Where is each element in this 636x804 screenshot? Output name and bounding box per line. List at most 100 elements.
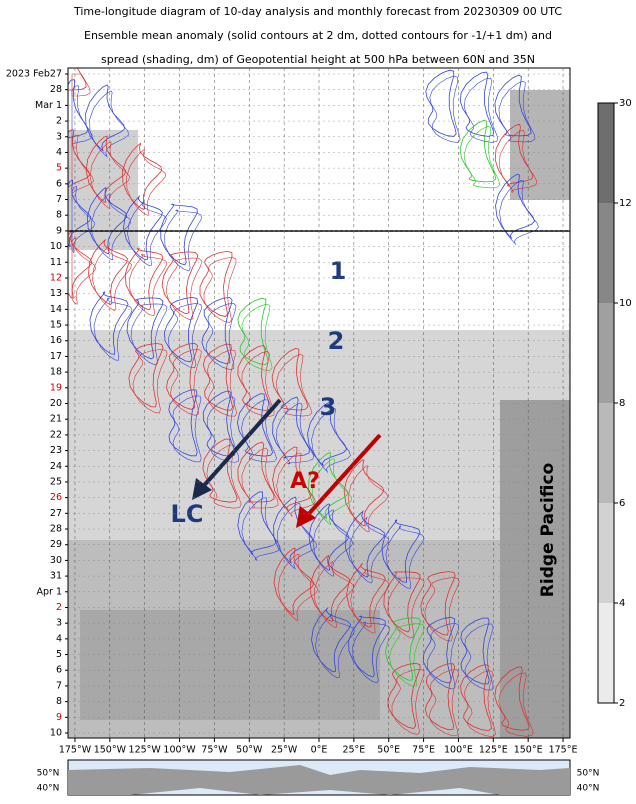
- contour: [126, 297, 164, 360]
- contour: [202, 438, 238, 503]
- x-tick-label: 25°E: [342, 745, 365, 756]
- y-tick-label: 4: [56, 147, 62, 158]
- contour: [348, 615, 386, 678]
- x-tick-label: 150°E: [514, 745, 543, 756]
- contour: [271, 347, 309, 411]
- contour: [170, 348, 202, 416]
- contour: [241, 303, 273, 371]
- contour: [241, 497, 281, 561]
- contour: [347, 465, 389, 533]
- contour: [424, 663, 456, 731]
- x-tick-label: 0°E: [311, 745, 328, 756]
- y-tick-label: 18: [50, 367, 62, 378]
- contour: [85, 135, 127, 203]
- contour: [343, 459, 385, 527]
- colorbar-segment: [598, 103, 614, 203]
- contour: [71, 185, 96, 254]
- y-tick-label: 10: [50, 241, 62, 252]
- y-tick-label: 20: [50, 398, 62, 409]
- contour: [126, 148, 166, 216]
- colorbar-segment: [598, 403, 614, 503]
- x-tick-label: 75°W: [201, 745, 228, 756]
- contour: [494, 666, 530, 731]
- contour: [275, 353, 313, 417]
- contour: [163, 296, 199, 363]
- y-tick-label: 5: [56, 649, 62, 660]
- contour: [464, 623, 494, 691]
- contour: [124, 247, 164, 311]
- y-tick-label: 4: [56, 633, 62, 644]
- contour: [424, 577, 460, 642]
- contour: [389, 623, 425, 687]
- colorbar-segment: [598, 603, 614, 703]
- contour: [387, 577, 425, 639]
- y-tick-label: 21: [50, 414, 62, 425]
- contour: [201, 297, 233, 365]
- contour: [277, 553, 319, 621]
- map-label: 50°N: [577, 769, 600, 779]
- contour: [387, 662, 421, 729]
- arrow-head: [296, 506, 316, 528]
- y-tick-label: 16: [50, 335, 62, 346]
- x-tick-label: 175°W: [59, 745, 92, 756]
- y-tick-label: 19: [50, 382, 62, 393]
- contour: [89, 291, 129, 355]
- contour: [237, 441, 275, 503]
- colorbar-segment: [598, 203, 614, 303]
- y-tick-label: 12: [50, 272, 62, 283]
- contour: [86, 187, 128, 255]
- contour: [312, 509, 354, 577]
- colorbar-label: 4: [619, 598, 625, 609]
- contour: [203, 257, 237, 323]
- contour: [161, 251, 199, 315]
- contour: [463, 77, 499, 143]
- contour: [273, 547, 315, 615]
- y-tick-label: 3: [56, 131, 62, 142]
- arrow: [303, 433, 382, 520]
- contour: [123, 195, 163, 261]
- contour: [128, 253, 168, 317]
- arrow-head: [192, 478, 212, 500]
- contour: [166, 342, 198, 410]
- colorbar-segment: [598, 503, 614, 603]
- y-tick-label: 14: [50, 304, 62, 315]
- y-tick-label: 23: [50, 445, 62, 456]
- y-tick-label: 2023 Feb27: [6, 69, 62, 80]
- y-tick-label: 6: [56, 178, 62, 189]
- contour: [391, 668, 425, 735]
- contour: [498, 130, 538, 193]
- y-tick-label: 3: [56, 618, 62, 629]
- contour: [241, 399, 277, 463]
- title-line: Ensemble mean anomaly (solid contours at…: [84, 29, 552, 42]
- y-tick-label: 29: [50, 539, 62, 550]
- contour: [71, 237, 97, 305]
- shade: [500, 400, 570, 738]
- map-strip: 50°N 40°N 50°N 40°N: [37, 759, 600, 796]
- contour: [88, 239, 128, 306]
- annotation: Ridge Pacifico: [538, 463, 558, 597]
- y-tick-label: Apr 1: [37, 586, 63, 597]
- colorbar-label: 2: [619, 698, 625, 709]
- contour: [426, 622, 460, 690]
- contour: [314, 560, 354, 629]
- y-tick-label: 8: [56, 210, 62, 221]
- contour: [237, 491, 277, 556]
- y-tick-label: 25: [50, 476, 62, 487]
- x-tick-label: 100°W: [163, 745, 196, 756]
- y-tick-label: 2: [56, 602, 62, 613]
- colorbar-segment: [598, 303, 614, 403]
- map-label: 40°N: [577, 784, 600, 794]
- contour: [199, 250, 233, 317]
- y-tick-label: 11: [50, 257, 62, 268]
- contour: [425, 69, 457, 137]
- x-axis: 175°W 150°W 125°W 100°W 75°W 50°W 25°W 0°E 25°E 5…: [59, 68, 577, 756]
- title-line: spread (shading, dm) of Geopotential hei…: [101, 53, 535, 66]
- x-tick-label: 150°W: [94, 745, 127, 756]
- y-tick-label: 27: [50, 508, 62, 519]
- y-tick-label: 15: [50, 320, 62, 331]
- y-tick-label: 2: [56, 116, 62, 127]
- colorbar: 2 4 6 8 10 12 30: [597, 98, 632, 709]
- contour: [160, 203, 198, 266]
- contour: [71, 73, 91, 97]
